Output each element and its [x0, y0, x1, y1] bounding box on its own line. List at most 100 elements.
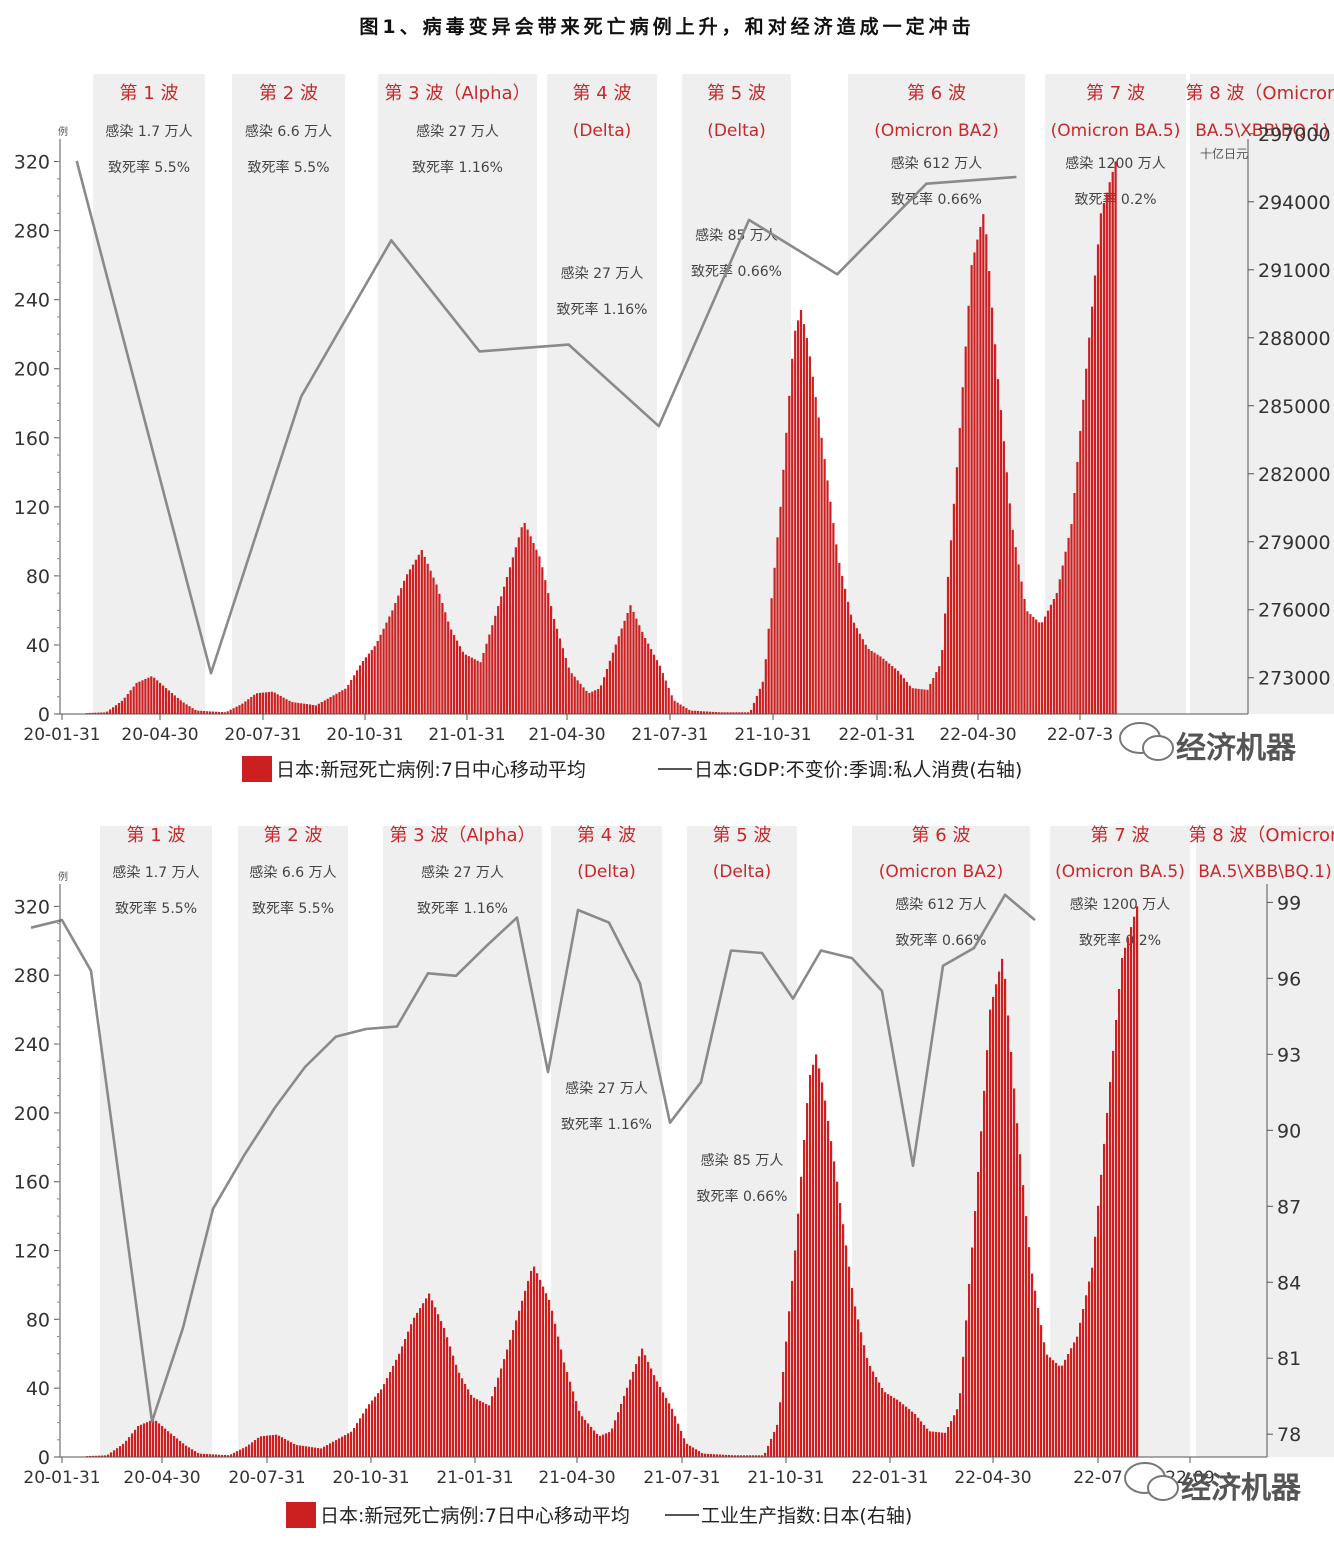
- death-bar: [711, 711, 714, 714]
- death-bar: [179, 700, 182, 714]
- death-bar: [887, 1394, 890, 1457]
- death-bar: [197, 710, 200, 714]
- death-bar: [650, 649, 653, 714]
- death-bar: [523, 522, 526, 714]
- wave-band-1: [100, 826, 212, 1457]
- death-bar: [949, 540, 953, 714]
- wave-variant-5: (Delta): [713, 862, 772, 882]
- death-bar: [891, 666, 894, 714]
- death-bar: [890, 1395, 893, 1457]
- death-bar: [206, 1454, 209, 1457]
- death-bar: [1079, 1322, 1082, 1457]
- left-axis-unit: 例: [58, 125, 68, 138]
- death-bar: [734, 1455, 737, 1457]
- death-bar: [137, 1426, 140, 1457]
- death-bar: [385, 622, 388, 714]
- death-bar: [223, 712, 226, 714]
- death-bar: [256, 693, 259, 714]
- death-bar: [705, 711, 709, 714]
- death-bar: [242, 1448, 245, 1457]
- death-bar: [686, 1443, 689, 1457]
- death-bar: [820, 437, 823, 714]
- wave-note-1-1: 感染 1.7 万人: [112, 864, 199, 881]
- wave-band-5: [682, 74, 791, 714]
- death-bar: [1028, 1247, 1031, 1457]
- death-bar: [614, 1420, 617, 1457]
- death-bar: [170, 693, 173, 714]
- death-bar: [561, 648, 564, 714]
- left-tick-label: 160: [14, 428, 50, 450]
- death-bar: [377, 1393, 380, 1457]
- x-tick-label: 22-04-30: [954, 1468, 1031, 1488]
- wave-variant-7: (Omicron BA.5): [1055, 862, 1185, 882]
- death-bar: [1041, 622, 1044, 714]
- death-bar: [406, 574, 409, 714]
- death-bar: [182, 1443, 185, 1457]
- death-bar: [1016, 1123, 1019, 1457]
- death-bar: [1091, 306, 1094, 714]
- death-bar: [122, 1443, 125, 1457]
- death-bar: [947, 1427, 950, 1457]
- death-bar: [1064, 551, 1067, 714]
- death-bar: [992, 996, 995, 1457]
- death-bar: [658, 665, 661, 714]
- death-bar: [570, 673, 573, 714]
- death-bar: [282, 697, 285, 714]
- left-tick-label: 320: [14, 152, 50, 174]
- right-tick-label: 288000: [1258, 328, 1331, 350]
- death-bar: [141, 680, 144, 714]
- death-bar: [188, 1447, 191, 1457]
- death-bar: [159, 682, 162, 714]
- death-bar: [908, 1409, 911, 1457]
- death-bar: [238, 705, 241, 714]
- death-bar: [425, 1298, 428, 1457]
- death-bar: [100, 712, 103, 714]
- death-bar: [805, 338, 808, 714]
- left-axis: 例 0 40 80 120 160 200 240 280 320: [14, 125, 68, 726]
- death-bar: [806, 1103, 809, 1457]
- death-bar: [338, 1438, 341, 1457]
- legend: 日本:新冠死亡病例:7日中心移动平均 工业生产指数:日本(右轴): [286, 1502, 912, 1528]
- death-bar: [674, 1416, 677, 1457]
- death-bar: [1035, 619, 1038, 714]
- death-bar: [677, 1423, 680, 1457]
- death-bar: [1043, 1342, 1046, 1457]
- death-bar: [977, 1171, 980, 1457]
- death-bar: [1022, 1185, 1025, 1457]
- death-bar: [101, 1455, 104, 1457]
- death-bar: [1118, 989, 1121, 1457]
- death-bar: [533, 1266, 536, 1457]
- death-bar: [388, 616, 391, 714]
- death-bar: [1058, 579, 1061, 714]
- death-bar: [991, 307, 994, 714]
- death-bar: [1040, 1325, 1043, 1457]
- death-bar: [311, 705, 315, 714]
- death-bar: [980, 1131, 983, 1457]
- death-bar: [548, 1299, 551, 1457]
- death-bar: [494, 615, 497, 714]
- death-bar: [230, 1454, 233, 1457]
- death-bar: [94, 712, 97, 714]
- death-bar: [194, 709, 197, 714]
- death-bar: [847, 601, 850, 714]
- x-axis: 20-01-31 20-04-30 20-07-31 20-10-31 21-01-31…: [23, 1457, 1215, 1488]
- death-bar: [731, 1455, 734, 1457]
- death-bar: [344, 1435, 347, 1457]
- death-bar: [476, 1399, 479, 1457]
- death-bar: [858, 633, 861, 714]
- death-bar: [179, 1440, 182, 1457]
- death-bar: [962, 1356, 965, 1457]
- death-bar: [144, 679, 147, 714]
- death-bar: [173, 1436, 176, 1457]
- death-bar: [710, 1454, 713, 1457]
- death-bar: [629, 605, 632, 714]
- death-bar: [823, 459, 826, 714]
- death-bar: [1073, 1342, 1076, 1457]
- death-bar: [453, 635, 456, 714]
- death-bar: [112, 707, 115, 714]
- death-bar: [287, 1440, 290, 1457]
- death-bar: [553, 619, 556, 714]
- death-bar: [278, 1435, 281, 1457]
- death-bar: [1046, 610, 1050, 714]
- death-bar: [965, 1320, 968, 1457]
